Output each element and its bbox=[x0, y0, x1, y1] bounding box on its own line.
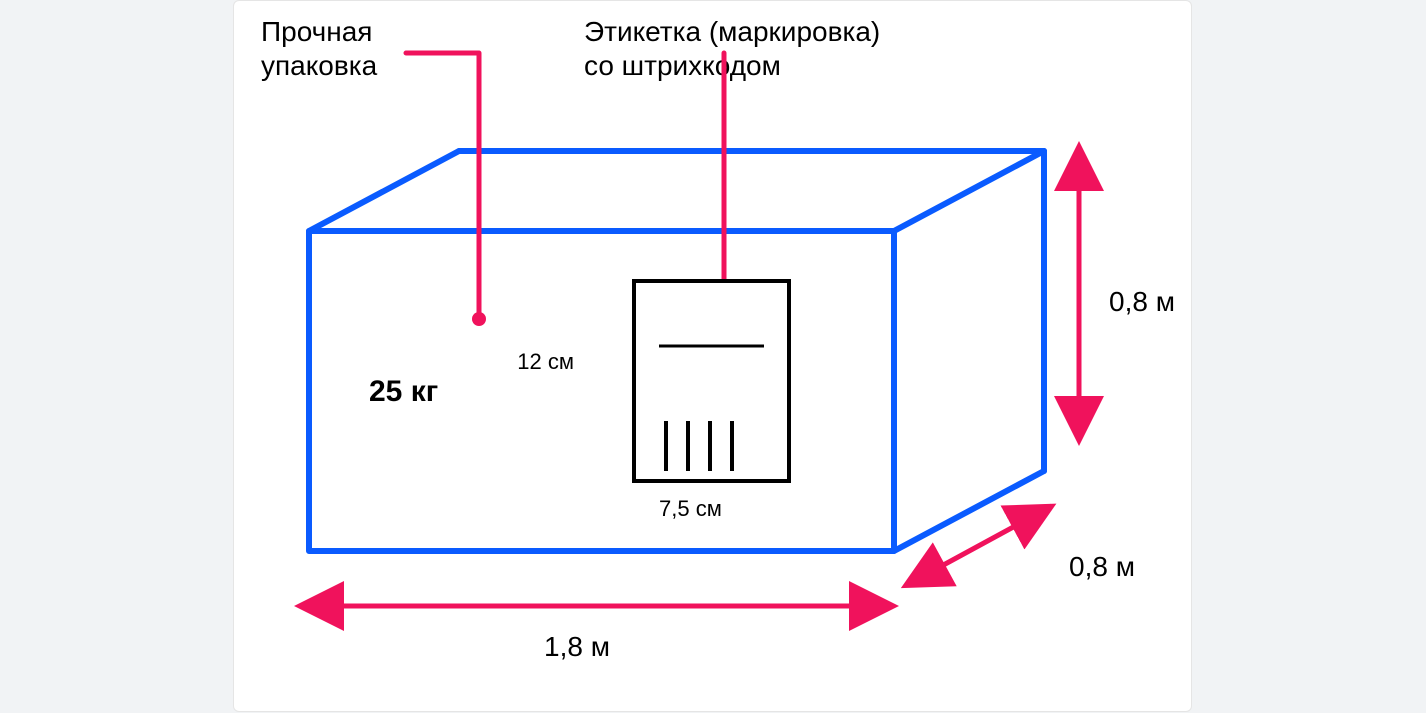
callout-packaging-line1: Прочная bbox=[261, 16, 372, 47]
dim-depth-text: 0,8 м bbox=[1069, 551, 1135, 582]
dim-height-text: 0,8 м bbox=[1109, 286, 1175, 317]
weight-text: 25 кг bbox=[369, 375, 438, 408]
dim-depth-arrow bbox=[914, 506, 1052, 581]
label-height-text: 12 см bbox=[517, 349, 574, 374]
diagram-card: Прочнаяупаковка Этикетка (маркировка)со ш… bbox=[233, 0, 1192, 712]
callout-label-line2: со штрихкодом bbox=[584, 50, 781, 81]
box-diagram: Прочнаяупаковка Этикетка (маркировка)со ш… bbox=[234, 1, 1193, 713]
dim-length-text: 1,8 м bbox=[544, 631, 610, 662]
label-width-text: 7,5 см bbox=[659, 496, 722, 521]
callout-label-line1: Этикетка (маркировка) bbox=[584, 16, 880, 47]
callout-packaging-line2: упаковка bbox=[261, 50, 378, 81]
callout-packaging-leader bbox=[406, 53, 479, 319]
callout-packaging-dot bbox=[472, 312, 486, 326]
